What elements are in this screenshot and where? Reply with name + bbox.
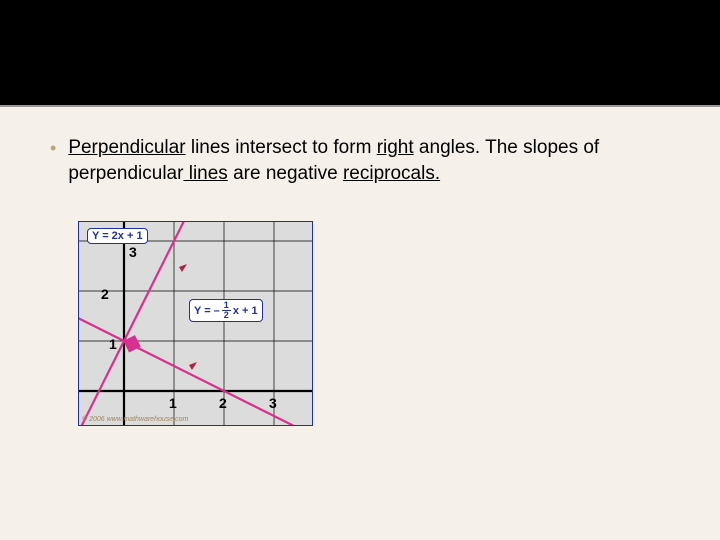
x-tick-1: 1	[169, 395, 177, 411]
text-underline: right	[377, 137, 414, 158]
bullet-item: • Perpendicular lines intersect to form …	[50, 135, 670, 187]
x-tick-3: 3	[269, 395, 277, 411]
fraction-denominator: 2	[222, 311, 231, 320]
slide-content: • Perpendicular lines intersect to form …	[0, 107, 720, 426]
bullet-text: Perpendicular lines intersect to form ri…	[68, 135, 670, 187]
title-band	[0, 0, 720, 105]
text: are negative	[228, 163, 343, 184]
text-underline: reciprocals.	[343, 163, 440, 184]
text-underline: lines	[183, 163, 227, 184]
y-tick-2: 2	[101, 286, 109, 302]
graph-svg: 1 2 3 1 2 3	[79, 222, 313, 426]
equation-2-suffix: x + 1	[233, 305, 258, 317]
text: lines intersect to form	[186, 137, 377, 158]
equation-box-1: Y = 2x + 1	[87, 228, 148, 244]
watermark-text: © 2006 www.mathwarehouse.com	[82, 416, 188, 423]
equation-box-2: Y = – 1 2 x + 1	[189, 299, 263, 322]
graph-figure: 1 2 3 1 2 3 Y = 2x + 1 Y = – 1 2 x + 1 ©…	[78, 221, 313, 426]
text-underline: Perpendicular	[68, 137, 185, 158]
bullet-marker: •	[50, 136, 56, 160]
equation-2-fraction: 1 2	[222, 301, 231, 320]
x-tick-2: 2	[219, 395, 227, 411]
equation-1-text: Y = 2x + 1	[92, 230, 143, 242]
y-tick-1: 1	[109, 336, 117, 352]
y-tick-3: 3	[129, 244, 137, 260]
equation-2-prefix: Y = –	[194, 305, 220, 317]
